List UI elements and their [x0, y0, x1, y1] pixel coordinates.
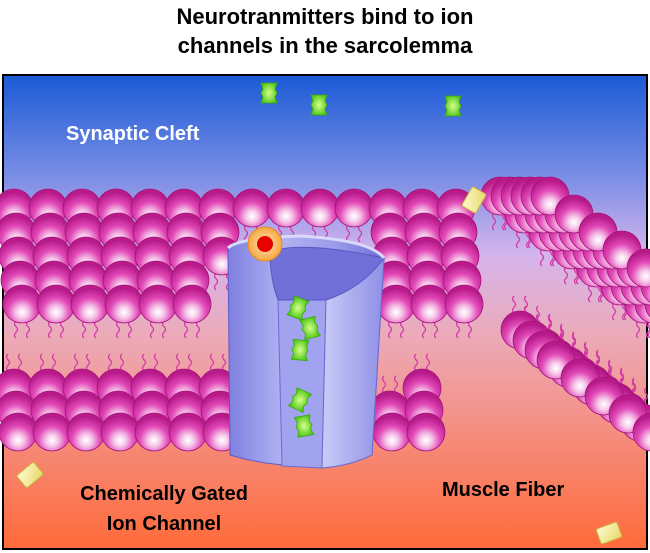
- neurotransmitter: [260, 82, 278, 104]
- receptor-site: [247, 226, 283, 262]
- title-line-1: Neurotranmitters bind to ion: [176, 4, 474, 29]
- lipid-head-upper: [2, 284, 42, 324]
- label-channel-line-1: Chemically Gated: [80, 483, 248, 505]
- lipid-head-lower: [372, 412, 412, 452]
- neurotransmitter: [299, 315, 321, 341]
- particles: [16, 82, 623, 545]
- upper-lipid-heads: [0, 176, 650, 324]
- ion: [16, 462, 44, 488]
- lower-lipid-heads: [0, 310, 650, 452]
- bound-molecule: [257, 236, 273, 252]
- lipid-head-lower: [0, 412, 38, 452]
- ion-channel-rim: [226, 234, 386, 260]
- neurotransmitter: [444, 95, 462, 117]
- lipid-head-lower: [632, 412, 650, 452]
- label-muscle-fiber: Muscle Fiber: [442, 479, 564, 501]
- ion-channel-pore-face: [277, 299, 327, 469]
- diagram-title: Neurotranmitters bind to ion channels in…: [0, 2, 650, 60]
- ion: [461, 186, 487, 214]
- lipid-head-upper: [376, 284, 416, 324]
- neurotransmitter: [293, 414, 315, 438]
- lipid-head-lower: [406, 412, 446, 452]
- lipid-head-upper: [70, 284, 110, 324]
- lipid-head-lower: [32, 412, 72, 452]
- neurotransmitter: [287, 386, 313, 414]
- lipid-head-lower: [66, 412, 106, 452]
- neurotransmitter: [290, 338, 310, 362]
- lipid-head-upper: [410, 284, 450, 324]
- label-synaptic-cleft: Synaptic Cleft: [66, 123, 200, 145]
- lipid-head-upper: [300, 188, 340, 228]
- lipid-head-upper: [138, 284, 178, 324]
- ion-channel-mouth: [269, 246, 385, 301]
- lipid-head-lower: [134, 412, 174, 452]
- title-line-2: channels in the sarcolemma: [177, 33, 473, 58]
- label-channel-line-2: Ion Channel: [107, 513, 221, 535]
- lipid-head-upper: [626, 248, 650, 288]
- lipid-head-lower: [100, 412, 140, 452]
- lipid-head-upper: [334, 188, 374, 228]
- lipid-head-upper: [172, 284, 212, 324]
- lipid-head-upper: [444, 284, 484, 324]
- lipid-head-lower: [168, 412, 208, 452]
- neurotransmitter: [310, 94, 328, 116]
- lipid-head-upper: [36, 284, 76, 324]
- lipid-head-upper: [104, 284, 144, 324]
- lipid-head-upper: [266, 188, 306, 228]
- lipid-head-upper: [232, 188, 272, 228]
- ion: [595, 521, 623, 545]
